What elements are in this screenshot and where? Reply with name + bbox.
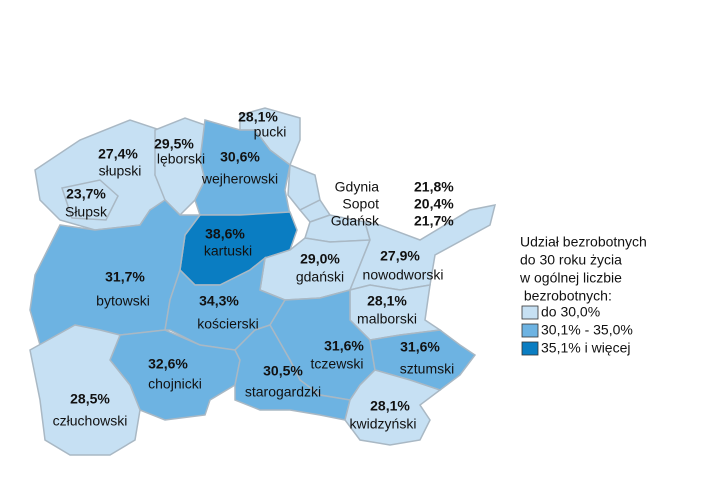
region-name: starogardzki — [245, 384, 321, 400]
region-value: 34,3% — [199, 293, 239, 309]
region-name: Gdynia — [335, 179, 380, 195]
region-value: 28,5% — [70, 391, 110, 407]
region-value: 31,6% — [400, 339, 440, 355]
region-name: tczewski — [311, 356, 364, 372]
legend-title: do 30 roku życia — [520, 252, 622, 268]
region-value: 27,9% — [380, 248, 420, 264]
region-value: 29,0% — [300, 251, 340, 267]
legend-swatch — [521, 323, 539, 338]
regions — [29, 107, 497, 456]
labels: 27,4%słupski23,7%Słupsk28,1%pucki29,5%lę… — [53, 109, 455, 432]
legend-title: bezrobotnych: — [520, 288, 612, 304]
region-name: Słupsk — [65, 204, 108, 220]
legend-swatch — [521, 305, 539, 320]
region-value: 21,7% — [414, 213, 454, 229]
region — [344, 369, 442, 446]
region-name: bytowski — [96, 293, 150, 309]
region-name: lęborski — [157, 151, 205, 167]
region-name: kwidzyński — [350, 416, 417, 432]
region — [29, 324, 141, 456]
legend-label: 35,1% i więcej — [541, 340, 631, 356]
legend-title: Udział bezrobotnych — [520, 234, 647, 250]
region-value: 23,7% — [66, 186, 106, 202]
region-name: wejherowski — [201, 171, 278, 187]
region-value: 29,5% — [154, 136, 194, 152]
region-value: 32,6% — [148, 356, 188, 372]
region-value: 30,6% — [220, 149, 260, 165]
region-name: gdański — [296, 269, 344, 285]
region-name: chojnicki — [148, 376, 202, 392]
region-name: kościerski — [197, 316, 258, 332]
region-name: pucki — [254, 124, 287, 140]
region-value: 28,1% — [238, 109, 278, 125]
region-value: 21,8% — [414, 179, 454, 195]
region-name: Sopot — [342, 196, 379, 212]
region-name: człuchowski — [53, 413, 128, 429]
region-name: sztumski — [400, 361, 454, 377]
region-value: 28,1% — [370, 398, 410, 414]
region-name: nowodworski — [363, 267, 444, 283]
region — [348, 204, 497, 292]
legend-label: do 30,0% — [541, 304, 600, 320]
region-name: kartuski — [204, 243, 252, 259]
legend-title: w ogólnej liczbie — [519, 270, 622, 286]
region — [61, 179, 119, 221]
region-value: 31,6% — [324, 338, 364, 354]
region-name: słupski — [99, 163, 142, 179]
region-name: malborski — [357, 311, 417, 327]
region-value: 31,7% — [105, 269, 145, 285]
region-name: Gdańsk — [331, 213, 380, 229]
region-value: 28,1% — [367, 293, 407, 309]
region-value: 27,4% — [98, 146, 138, 162]
region-value: 38,6% — [205, 226, 245, 242]
legend: Udział bezrobotnych do 30 roku życia w ogó… — [519, 234, 647, 356]
region-value: 20,4% — [414, 196, 454, 212]
region-value: 30,5% — [263, 363, 303, 379]
legend-label: 30,1% - 35,0% — [541, 322, 633, 338]
legend-swatch — [521, 341, 539, 356]
